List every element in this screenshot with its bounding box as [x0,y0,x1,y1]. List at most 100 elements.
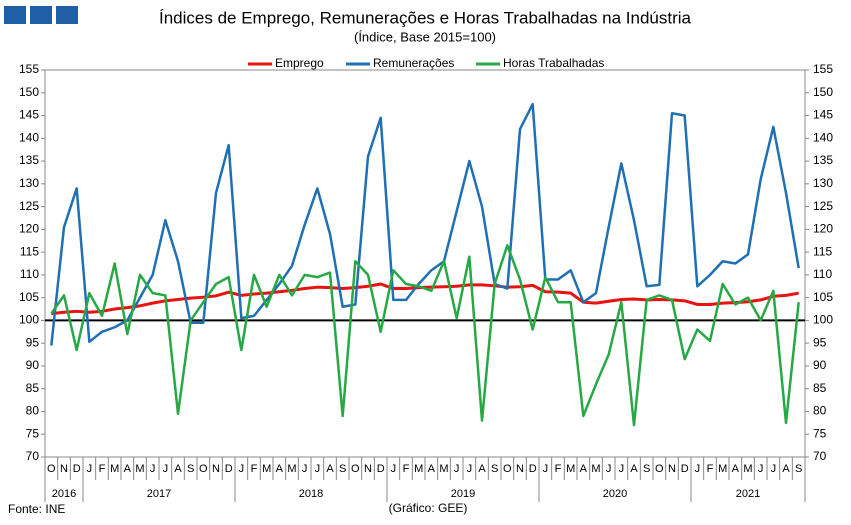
x-tick-label: N [668,463,676,475]
y-tick-label: 150 [19,85,39,99]
x-tick-label: M [743,463,752,475]
x-group-label: 2020 [603,488,627,500]
legend-label: Remunerações [373,56,454,70]
y-tick-label: 115 [20,244,39,258]
x-tick-label: F [251,463,258,475]
x-tick-label: S [795,463,802,475]
legend-label: Emprego [275,56,324,70]
x-tick-label: J [758,463,764,475]
x-tick-label: O [47,463,56,475]
x-tick-label: J [239,463,245,475]
x-tick-label: D [529,463,537,475]
x-tick-label: O [655,463,664,475]
y-tick-label: 90 [26,358,40,372]
y-tick-label: 110 [20,267,39,281]
y-tick-label: 145 [19,108,39,122]
x-tick-label: F [403,463,410,475]
x-tick-label: D [681,463,689,475]
x-tick-label: M [287,463,296,475]
chart-title: Índices de Emprego, Remunerações e Horas… [159,8,692,27]
y-tick-label: 80 [26,404,40,418]
x-tick-label: A [782,463,790,475]
x-tick-label: A [732,463,740,475]
x-tick-label: J [87,463,93,475]
x-group-label: 2016 [52,488,76,500]
x-tick-label: A [174,463,182,475]
y2-tick-label: 125 [813,199,833,213]
y2-tick-label: 120 [813,222,833,236]
y-tick-label: 100 [19,313,39,327]
x-tick-label: J [771,463,777,475]
source: Fonte: INE [8,502,65,516]
x-tick-label: A [428,463,436,475]
y-tick-label: 70 [26,449,40,463]
y2-tick-label: 140 [813,130,833,144]
x-tick-label: O [503,463,512,475]
x-tick-label: D [225,463,233,475]
x-tick-label: S [187,463,194,475]
x-tick-label: D [73,463,81,475]
x-tick-label: M [414,463,423,475]
x-tick-label: D [377,463,385,475]
x-tick-label: M [110,463,119,475]
y2-tick-label: 105 [813,290,833,304]
series-line [50,244,800,427]
x-group-label: 2018 [299,488,323,500]
y-tick-label: 105 [19,290,39,304]
x-tick-label: A [580,463,588,475]
x-tick-label: M [135,463,144,475]
x-tick-label: J [695,463,701,475]
x-tick-label: J [315,463,321,475]
y2-tick-label: 80 [813,404,827,418]
x-tick-label: N [516,463,524,475]
x-tick-label: J [163,463,169,475]
x-tick-label: J [302,463,308,475]
x-tick-label: A [276,463,284,475]
x-tick-label: A [478,463,486,475]
x-tick-label: O [351,463,360,475]
y2-tick-label: 150 [813,85,833,99]
y2-tick-label: 135 [813,153,833,167]
x-tick-label: S [339,463,346,475]
x-tick-label: S [491,463,498,475]
y-tick-label: 75 [26,426,40,440]
y2-tick-label: 90 [813,358,827,372]
y2-tick-label: 70 [813,449,827,463]
y2-tick-label: 110 [813,267,832,281]
x-tick-label: M [262,463,271,475]
x-tick-label: J [619,463,625,475]
x-tick-label: A [630,463,638,475]
y2-tick-label: 115 [813,244,832,258]
legend-label: Horas Trabalhadas [503,56,604,70]
y-tick-label: 85 [26,381,40,395]
x-tick-label: J [454,463,460,475]
y2-tick-label: 100 [813,313,833,327]
x-tick-label: F [555,463,562,475]
x-tick-label: M [439,463,448,475]
x-tick-label: J [606,463,612,475]
x-tick-label: J [150,463,156,475]
x-tick-label: J [543,463,549,475]
chart-subtitle: (Índice, Base 2015=100) [354,29,496,44]
y2-tick-label: 130 [813,176,833,190]
y-tick-label: 130 [19,176,39,190]
x-tick-label: N [212,463,220,475]
x-tick-label: J [391,463,397,475]
y2-tick-label: 145 [813,108,833,122]
y-tick-label: 95 [26,335,40,349]
y-tick-label: 135 [19,153,39,167]
logo-block [30,6,52,24]
logo-block [4,6,26,24]
y2-tick-label: 155 [813,62,833,76]
x-tick-label: M [591,463,600,475]
x-tick-label: O [199,463,208,475]
x-tick-label: J [467,463,473,475]
y-tick-label: 125 [19,199,39,213]
y-tick-label: 120 [19,222,39,236]
logo-block [56,6,78,24]
y-tick-label: 155 [19,62,39,76]
x-tick-label: S [643,463,650,475]
y-tick-label: 140 [19,130,39,144]
y2-tick-label: 95 [813,335,827,349]
